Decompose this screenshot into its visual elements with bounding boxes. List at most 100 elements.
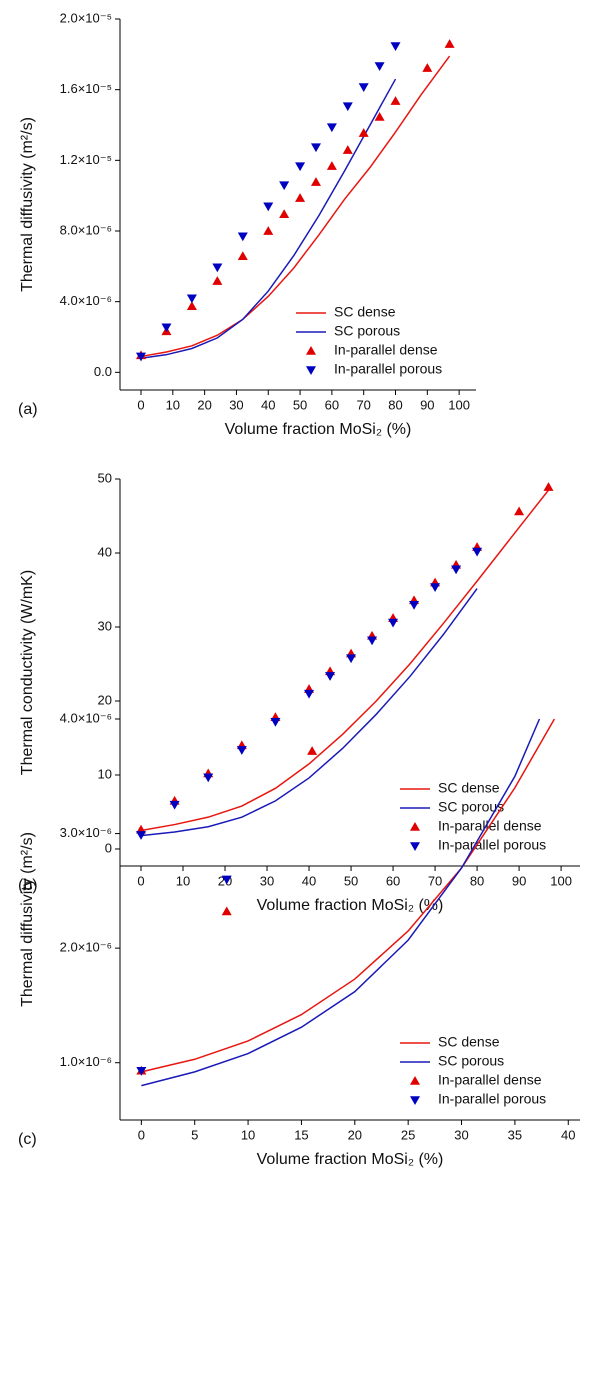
data-point: [409, 601, 420, 610]
x-tick-label: 80: [470, 873, 484, 888]
legend-swatch: [410, 822, 420, 831]
y-tick-label: 10: [98, 766, 112, 781]
x-axis-title: Volume fraction MoSi₂ (%): [257, 1151, 444, 1168]
y-tick-label: 0.0: [94, 364, 112, 379]
x-tick-label: 0: [137, 873, 144, 888]
y-tick-label: 1.2×10⁻⁵: [60, 152, 112, 167]
sc-line: [140, 78, 397, 359]
x-tick-label: 90: [512, 873, 526, 888]
legend-label: SC dense: [438, 1034, 500, 1050]
panel-label: (b): [18, 877, 38, 894]
data-point: [212, 276, 223, 285]
x-tick-label: 10: [166, 397, 180, 412]
x-tick-label: 35: [508, 1127, 522, 1142]
y-tick-label: 8.0×10⁻⁶: [60, 222, 112, 237]
legend-label: In-parallel porous: [334, 361, 442, 377]
data-point: [326, 123, 337, 133]
data-point: [390, 42, 401, 52]
data-point: [136, 831, 147, 840]
x-tick-label: 30: [229, 397, 243, 412]
x-tick-label: 10: [176, 873, 190, 888]
x-tick-label: 50: [344, 873, 358, 888]
legend-label: In-parallel porous: [438, 1091, 546, 1107]
chart-panel: 010203040506070809010001020304050Volume …: [18, 470, 580, 914]
data-point: [307, 746, 318, 755]
legend-label: In-parallel dense: [438, 1072, 542, 1088]
data-point: [295, 162, 306, 172]
data-point: [430, 583, 441, 593]
data-point: [325, 672, 336, 681]
x-axis-title: Volume fraction MoSi₂ (%): [225, 421, 412, 438]
data-point: [472, 547, 483, 557]
y-tick-label: 4.0×10⁻⁶: [60, 710, 112, 725]
y-tick-label: 2.0×10⁻⁵: [60, 10, 112, 25]
data-point: [237, 232, 248, 242]
data-point: [263, 226, 274, 235]
data-point: [186, 294, 197, 304]
panel-label: (c): [18, 1131, 37, 1148]
data-point: [263, 202, 274, 212]
sc-line: [140, 489, 550, 832]
legend-label: SC porous: [438, 799, 504, 815]
legend-swatch: [410, 842, 420, 851]
y-tick-label: 1.6×10⁻⁵: [60, 81, 112, 96]
data-point: [221, 875, 232, 885]
data-point: [237, 251, 248, 261]
sc-line: [141, 718, 541, 1087]
legend-label: SC porous: [334, 323, 400, 339]
data-point: [374, 112, 385, 121]
x-tick-label: 5: [191, 1127, 198, 1142]
data-point: [135, 352, 146, 362]
data-point: [374, 62, 385, 71]
x-tick-label: 60: [325, 397, 339, 412]
data-point: [342, 145, 353, 154]
data-point: [310, 143, 321, 153]
y-axis-title: Thermal conductivity (W/mK): [19, 570, 36, 775]
y-tick-label: 50: [98, 470, 112, 485]
data-point: [444, 39, 455, 48]
x-tick-label: 20: [348, 1127, 362, 1142]
y-axis-title: Thermal diffusivity (m²/s): [19, 832, 36, 1007]
x-tick-label: 40: [261, 397, 275, 412]
data-point: [295, 193, 306, 202]
data-point: [279, 181, 290, 191]
y-tick-label: 30: [98, 618, 112, 633]
data-point: [136, 1066, 147, 1076]
data-point: [543, 482, 554, 491]
data-point: [169, 800, 180, 810]
data-point: [451, 565, 462, 575]
data-point: [388, 618, 399, 628]
data-point: [279, 209, 290, 218]
data-point: [236, 746, 247, 755]
x-tick-label: 20: [197, 397, 211, 412]
data-point: [514, 506, 525, 516]
legend-swatch: [410, 1076, 420, 1085]
legend-swatch: [410, 1096, 420, 1105]
x-tick-label: 50: [293, 397, 307, 412]
y-tick-label: 2.0×10⁻⁶: [60, 940, 112, 955]
data-point: [161, 323, 172, 333]
data-point: [422, 63, 433, 72]
x-tick-label: 70: [428, 873, 442, 888]
x-tick-label: 10: [241, 1127, 255, 1142]
data-point: [367, 636, 378, 646]
data-point: [310, 177, 321, 186]
data-point: [186, 301, 197, 311]
legend-label: In-parallel porous: [438, 837, 546, 853]
legend-swatch: [306, 346, 316, 355]
legend-label: In-parallel dense: [334, 342, 438, 358]
legend-label: SC porous: [438, 1053, 504, 1069]
x-tick-label: 70: [356, 397, 370, 412]
chart-panel: 0 5 10 15 20 25 30 35 40 1.0×10⁻⁶ 2.0×10⁻⁶ 3.0×10⁻⁶…: [18, 710, 580, 1168]
sc-line: [140, 588, 478, 837]
data-point: [358, 83, 369, 93]
x-tick-label: 0: [138, 1127, 145, 1142]
data-point: [390, 96, 401, 105]
data-point: [346, 654, 357, 664]
y-tick-label: 4.0×10⁻⁶: [60, 293, 112, 308]
sc-line: [140, 55, 451, 358]
legend-swatch: [306, 366, 316, 375]
x-tick-label: 25: [401, 1127, 415, 1142]
data-point: [342, 102, 353, 112]
